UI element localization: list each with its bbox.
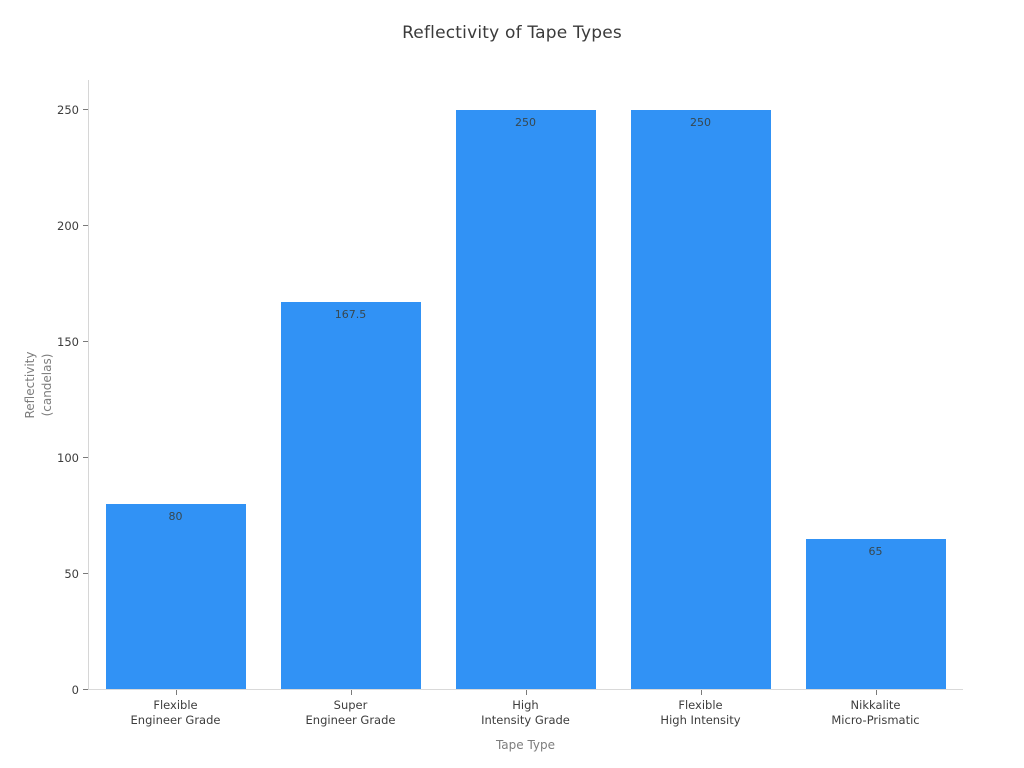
x-tick-mark xyxy=(350,690,352,695)
bar xyxy=(805,539,946,689)
y-tick-mark xyxy=(83,573,88,575)
y-tick-label: 0 xyxy=(71,683,79,697)
chart-title: Reflectivity of Tape Types xyxy=(402,23,622,43)
bar-value-label: 250 xyxy=(690,116,711,130)
x-tick-label: High Intensity Grade xyxy=(481,698,570,727)
bar xyxy=(280,301,421,689)
y-axis-line xyxy=(88,80,89,690)
y-tick-label: 50 xyxy=(64,567,79,582)
x-tick-mark xyxy=(700,690,702,695)
x-axis-title: Tape Type xyxy=(495,738,556,752)
bar-value-label: 65 xyxy=(868,545,883,559)
x-axis-line xyxy=(88,689,963,690)
y-tick-label: 100 xyxy=(57,451,79,466)
x-tick-mark xyxy=(525,690,527,695)
bar xyxy=(455,110,596,689)
bar xyxy=(105,504,246,689)
x-tick-label: Flexible High Intensity xyxy=(660,698,741,727)
y-tick-label: 150 xyxy=(57,335,79,350)
y-tick-mark xyxy=(83,341,88,343)
bar xyxy=(630,110,771,689)
x-tick-mark xyxy=(875,690,877,695)
x-tick-label: Super Engineer Grade xyxy=(305,698,396,727)
x-tick-label: Nikkalite Micro-Prismatic xyxy=(831,698,920,727)
y-tick-mark xyxy=(83,457,88,459)
y-tick-mark xyxy=(83,689,88,690)
y-tick-mark xyxy=(83,225,88,227)
bar-value-label: 167.5 xyxy=(334,307,367,321)
y-tick-label: 250 xyxy=(57,103,79,118)
y-tick-mark xyxy=(83,109,88,111)
y-axis-title: Reflectivity (candelas) xyxy=(23,351,54,419)
y-tick-label: 200 xyxy=(57,219,79,234)
x-tick-label: Flexible Engineer Grade xyxy=(130,698,221,727)
bar-value-label: 250 xyxy=(515,116,536,130)
bar-value-label: 80 xyxy=(168,510,183,524)
plot-area: 0 50 100 150 200 250 80 Flexible Engineer Grade… xyxy=(57,80,963,727)
x-tick-mark xyxy=(175,690,177,695)
